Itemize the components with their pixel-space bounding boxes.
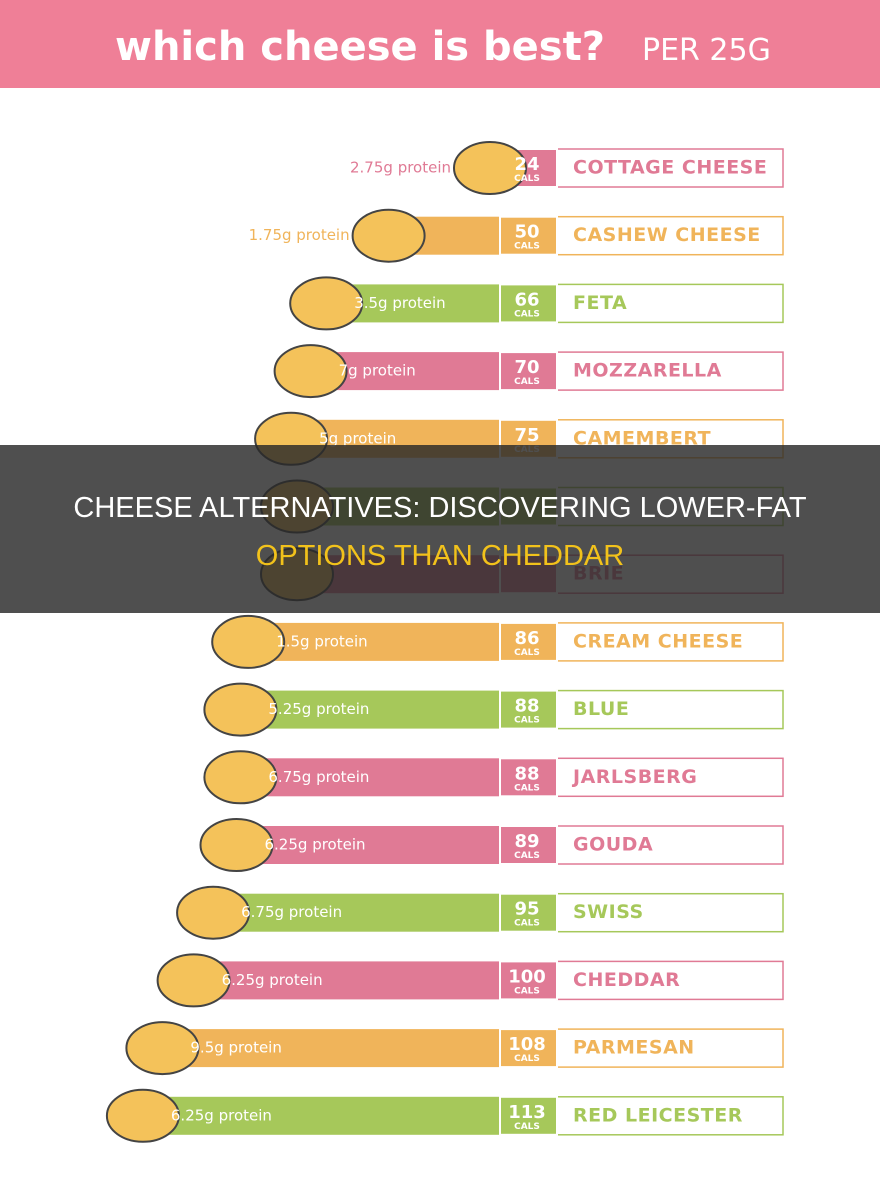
protein: 3.5g protein (354, 294, 445, 312)
calories: 108 (508, 1034, 546, 1055)
calorie-bar (172, 1029, 557, 1068)
cheese-icon (203, 750, 278, 805)
cheese-name: CAMEMBERT (573, 427, 711, 449)
cals-unit: CALS (514, 783, 540, 793)
cal-box (499, 825, 558, 865)
cheese-icon (199, 818, 274, 872)
cheese-icon (351, 208, 426, 263)
name-box (556, 351, 784, 391)
cheese-name: CREAM CHEESE (573, 630, 743, 652)
cheese-name: BLUE (573, 698, 629, 720)
calories: 100 (508, 966, 546, 987)
cheese-icon (125, 1021, 200, 1076)
calories: 66 (514, 289, 539, 310)
cal-box (499, 1028, 558, 1069)
calories: 88 (514, 696, 539, 717)
cheese-name: FETA (573, 292, 627, 314)
cheese-name: CASHEW CHEESE (573, 224, 761, 246)
calories: 113 (508, 1102, 546, 1123)
protein: 5g protein (319, 429, 396, 447)
cals-unit: CALS (514, 919, 540, 929)
calories: 24 (514, 154, 539, 175)
cheese-name: SWISS (573, 901, 644, 923)
cheese-icon (156, 953, 231, 1008)
cheese-icon (211, 614, 286, 669)
cals-unit: CALS (514, 648, 540, 658)
calories: 88 (514, 763, 539, 784)
calories: 86 (514, 628, 539, 649)
name-box (556, 892, 784, 933)
calories: 70 (514, 357, 539, 378)
protein: 1.5g protein (276, 632, 367, 650)
name-box (556, 689, 784, 730)
cal-box (499, 215, 558, 256)
name-box (556, 1028, 784, 1068)
cheese-name: MOZZARELLA (573, 360, 722, 382)
calories: 75 (514, 425, 539, 446)
protein: 2.75g protein (350, 159, 451, 177)
cal-box (499, 621, 558, 662)
cals-unit: CALS (514, 242, 540, 252)
calorie-bar (152, 1096, 557, 1135)
cheese-icon (176, 885, 251, 940)
cals-unit: CALS (514, 1122, 540, 1132)
cheese-name: RED LEICESTER (573, 1104, 743, 1126)
name-box (556, 622, 784, 662)
protein: 6.25g protein (265, 836, 366, 854)
name-box (556, 960, 784, 1001)
name-box (556, 215, 784, 256)
cal-box (499, 351, 558, 392)
calories: 95 (514, 899, 539, 920)
cal-box (499, 892, 558, 933)
cal-box (499, 689, 558, 730)
protein: 7g protein (339, 362, 416, 380)
cal-box (499, 283, 558, 324)
cal-box (499, 757, 558, 798)
cheese-icon (203, 682, 278, 737)
cheese-icon (453, 141, 527, 195)
cheese-icon (105, 1088, 180, 1143)
cheese-name: GOUDA (573, 834, 653, 856)
cheese-icon (289, 276, 364, 331)
protein: 6.75g protein (241, 903, 342, 921)
header-band (0, 0, 880, 88)
protein: 6.75g protein (268, 768, 369, 786)
cals-unit: CALS (514, 1054, 540, 1064)
name-box (556, 148, 784, 188)
cheese-name: CHEDDAR (573, 969, 680, 991)
cheese-name: COTTAGE CHEESE (573, 157, 767, 179)
cal-box (499, 960, 558, 1001)
protein: 1.75g protein (249, 226, 350, 244)
overlay-title-highlight: OPTIONS THAN CHEDDAR (256, 540, 624, 572)
cals-unit: CALS (514, 851, 540, 861)
cals-unit: CALS (514, 716, 540, 726)
protein: 5.25g protein (268, 700, 369, 718)
protein: 6.25g protein (171, 1106, 272, 1124)
overlay-band (0, 445, 880, 613)
protein: 6.25g protein (222, 971, 323, 989)
cals-unit: CALS (514, 377, 540, 387)
calories: 50 (514, 222, 539, 243)
cal-box (499, 1095, 558, 1136)
cals-unit: CALS (514, 986, 540, 996)
cheese-icon (273, 344, 348, 399)
cheese-name: PARMESAN (573, 1037, 695, 1059)
protein: 9.5g protein (190, 1039, 281, 1057)
calorie-bar (203, 961, 557, 1000)
overlay-title: CHEESE ALTERNATIVES: DISCOVERING LOWER-F… (73, 492, 806, 524)
name-box (556, 283, 784, 324)
calories: 89 (514, 831, 539, 852)
header-title: which cheese is best? (115, 24, 605, 70)
name-box (556, 1096, 784, 1136)
header-subtitle: PER 25G (642, 33, 771, 68)
cheese-name: JARLSBERG (571, 766, 697, 788)
cals-unit: CALS (514, 309, 540, 319)
cals-unit: CALS (514, 174, 540, 184)
